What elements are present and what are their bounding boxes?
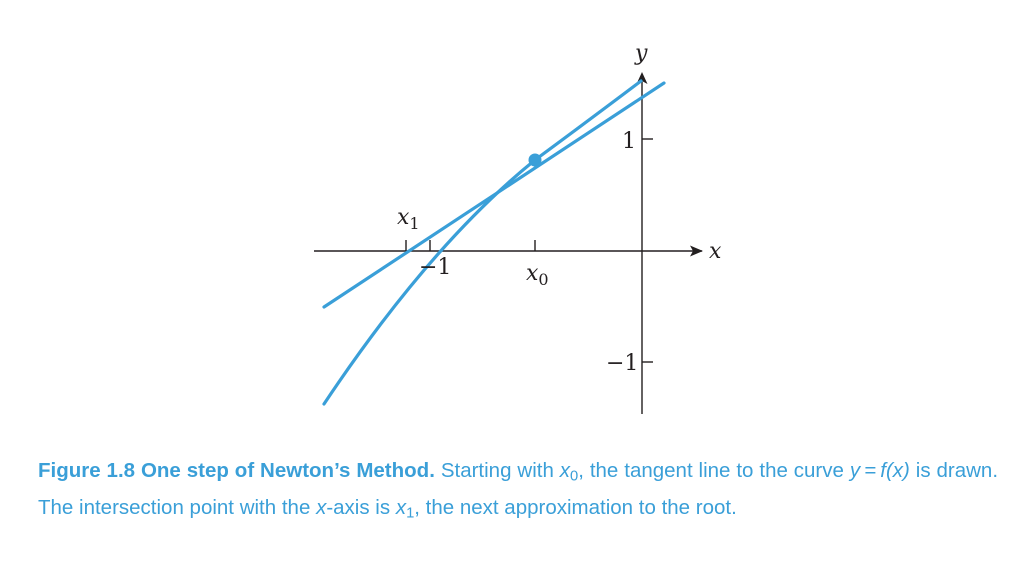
x1-label: x1 xyxy=(397,205,420,233)
caption-text-4: -axis is xyxy=(326,496,391,519)
caption-x0-sub: 0 xyxy=(570,468,579,485)
caption-x0-var: x xyxy=(559,459,571,482)
newton-method-diagram: y x 1 −1 −1 x0 x1 xyxy=(314,41,722,414)
x1-label-sub: 1 xyxy=(409,214,419,233)
x1-label-var: x xyxy=(397,205,410,230)
x-axis-arrow xyxy=(690,245,703,257)
x0-label-sub: 0 xyxy=(538,270,548,289)
caption-text-2: , the tangent line to the curve xyxy=(578,459,844,482)
figure-caption: Figure 1.8 One step of Newton’s Method. … xyxy=(38,452,998,526)
function-curve xyxy=(322,79,643,406)
x0-label-var: x xyxy=(526,261,539,286)
y-tick-label-neg1: −1 xyxy=(606,351,638,376)
caption-x1-var: x xyxy=(395,496,407,519)
caption-xaxis-var: x xyxy=(316,496,327,519)
caption-text-3: is drawn. The intersection point with th… xyxy=(38,459,999,519)
y-tick-label-1: 1 xyxy=(622,129,636,154)
caption-title: One step of Newton’s Method. xyxy=(140,459,435,482)
x0-label: x0 xyxy=(526,261,549,289)
tangent-line xyxy=(322,81,666,309)
caption-x1-sub: 1 xyxy=(406,505,415,522)
y-axis-label: y xyxy=(634,41,648,66)
tangent-point xyxy=(528,153,542,167)
caption-text-5: , the next approximation to the root. xyxy=(414,496,737,519)
caption-text-1: Starting with xyxy=(440,459,554,482)
caption-equation: y = f(x) xyxy=(849,459,910,482)
caption-label: Figure 1.8 xyxy=(38,459,136,482)
x-axis-label: x xyxy=(709,239,722,264)
x-tick-label-neg1: −1 xyxy=(419,255,451,280)
